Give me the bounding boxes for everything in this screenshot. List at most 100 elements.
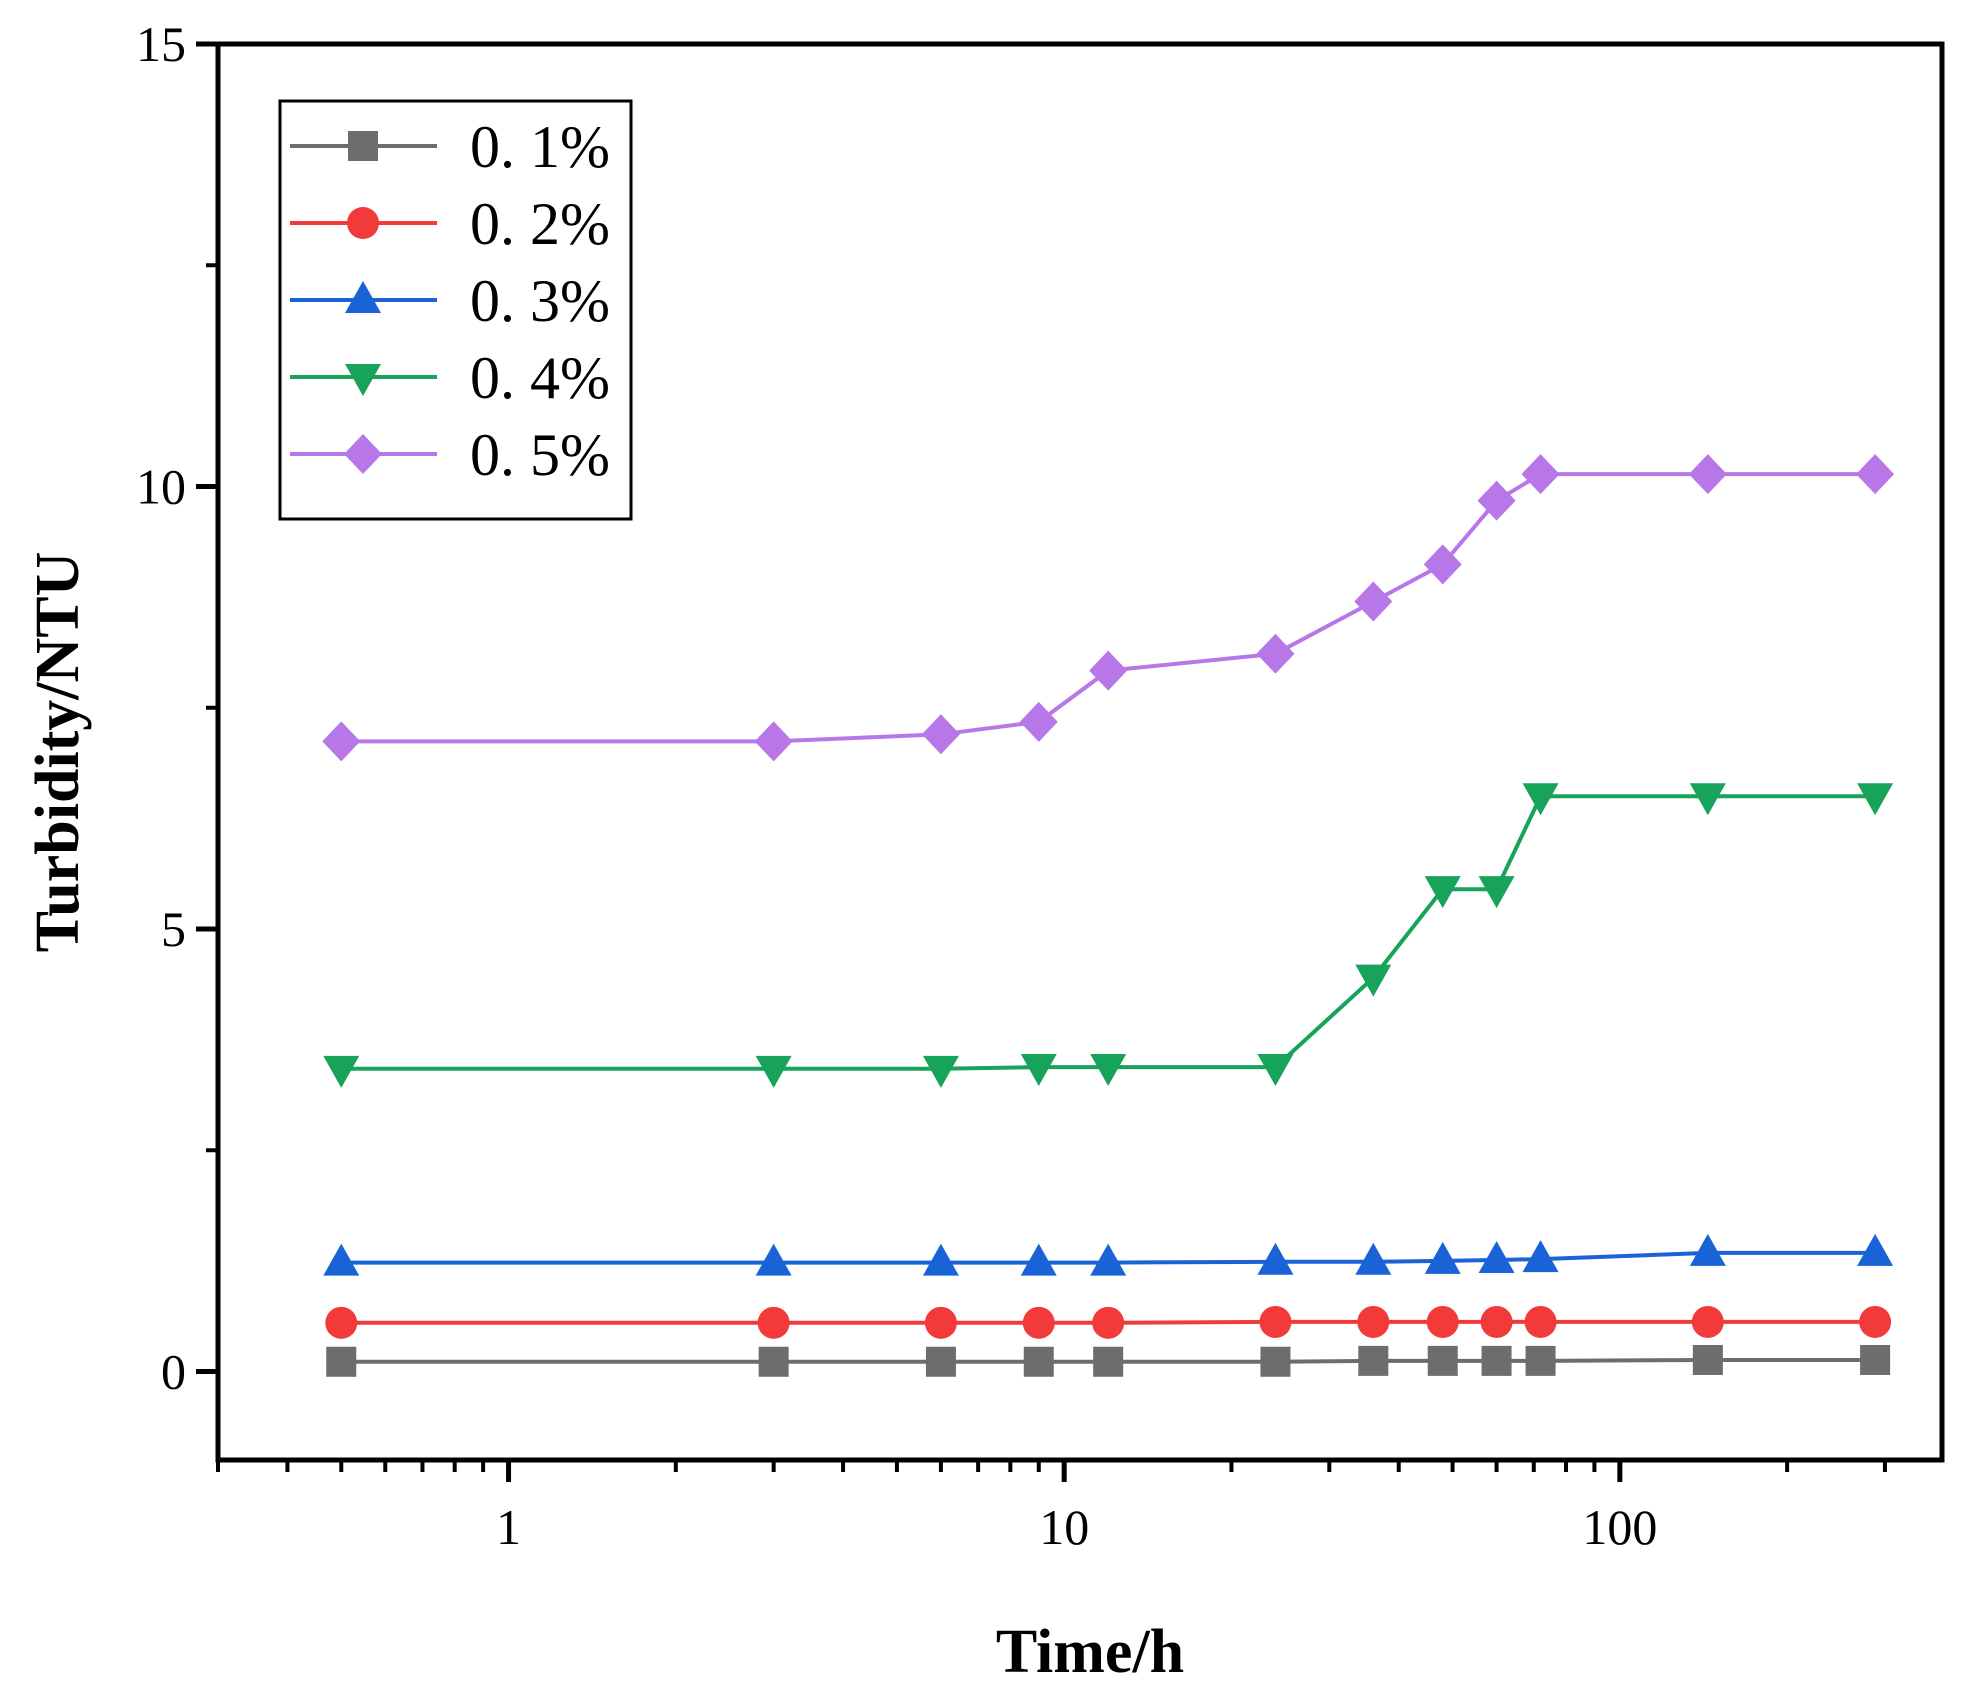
data-point	[1689, 1233, 1726, 1266]
data-point	[1521, 454, 1560, 495]
data-point	[1856, 454, 1895, 495]
series-3	[323, 1233, 1894, 1276]
data-point	[1524, 1305, 1557, 1338]
data-point	[326, 1346, 357, 1377]
series-1	[326, 1344, 1891, 1377]
legend-item: 0. 1%	[290, 114, 610, 180]
data-point	[1691, 1305, 1724, 1338]
data-point	[1688, 454, 1727, 495]
data-point	[1256, 633, 1295, 674]
y-tick-label: 0	[161, 1344, 186, 1400]
series-2	[325, 1305, 1892, 1339]
data-point	[1259, 1305, 1292, 1338]
x-tick-label: 10	[1039, 1499, 1089, 1555]
series-line	[341, 1319, 1876, 1325]
data-point	[1090, 1243, 1127, 1276]
data-point	[1020, 1243, 1057, 1276]
y-tick-label: 15	[136, 16, 186, 72]
data-point	[1525, 1345, 1556, 1376]
legend-item: 0. 2%	[290, 191, 610, 257]
plot-frame	[215, 41, 1945, 1463]
data-point	[1019, 701, 1058, 742]
data-point	[1478, 876, 1515, 909]
data-point	[1423, 544, 1462, 585]
data-point	[1424, 1241, 1461, 1274]
legend-marker	[348, 131, 378, 161]
data-point	[1022, 1306, 1055, 1339]
legend-item: 0. 5%	[290, 422, 610, 488]
data-point	[924, 1306, 957, 1339]
legend-label: 0. 1%	[470, 114, 610, 180]
series-line	[341, 1250, 1876, 1265]
legend-label: 0. 4%	[470, 345, 610, 411]
data-point	[1857, 1233, 1894, 1266]
legend-label: 0. 3%	[470, 268, 610, 334]
data-point	[1424, 876, 1461, 909]
data-point	[1357, 1305, 1390, 1338]
data-point	[323, 1055, 360, 1088]
axis-ticks: 0 5 10 15 1 10 100	[136, 16, 1887, 1555]
data-point	[754, 721, 793, 762]
data-point	[1257, 1242, 1294, 1275]
data-point	[1023, 1346, 1054, 1377]
data-point	[1427, 1345, 1458, 1376]
series-layer	[322, 454, 1895, 1377]
data-point	[1354, 581, 1393, 622]
data-point	[1692, 1344, 1723, 1375]
data-point	[1020, 1054, 1057, 1087]
legend-item: 0. 4%	[290, 345, 610, 411]
y-tick-label: 5	[161, 901, 186, 957]
data-point	[1522, 783, 1559, 816]
data-point	[1358, 1345, 1389, 1376]
data-point	[758, 1346, 789, 1377]
data-point	[921, 714, 960, 755]
x-tick-label: 100	[1582, 1499, 1657, 1555]
x-axis-title: Time/h	[996, 1618, 1184, 1686]
data-point	[755, 1055, 792, 1088]
series-5	[322, 454, 1895, 762]
data-point	[1857, 783, 1894, 816]
series-line	[341, 1358, 1876, 1364]
data-point	[1257, 1054, 1294, 1087]
data-point	[925, 1346, 956, 1377]
data-point	[325, 1306, 358, 1339]
data-point	[922, 1243, 959, 1276]
data-point	[1426, 1305, 1459, 1338]
y-axis-title: Turbidity/NTU	[24, 552, 92, 953]
data-point	[1480, 1305, 1513, 1338]
data-point	[1355, 1242, 1392, 1275]
legend-item: 0. 3%	[290, 268, 610, 334]
data-point	[1093, 1346, 1124, 1377]
data-point	[322, 721, 361, 762]
data-point	[1477, 480, 1516, 521]
legend-marker	[345, 281, 381, 313]
legend-box	[278, 99, 633, 521]
data-point	[1689, 783, 1726, 816]
data-point	[1522, 1240, 1559, 1273]
series-line	[341, 472, 1876, 744]
data-point	[1355, 964, 1392, 997]
data-point	[922, 1055, 959, 1088]
legend: 0. 1% 0. 2% 0. 3% 0. 4% 0. 5%	[278, 99, 633, 521]
series-4	[323, 783, 1894, 1088]
legend-label: 0. 2%	[470, 191, 610, 257]
series-line	[341, 794, 1876, 1071]
data-point	[1092, 1306, 1125, 1339]
legend-label: 0. 5%	[470, 422, 610, 488]
data-point	[1481, 1345, 1512, 1376]
data-point	[323, 1243, 360, 1276]
x-tick-label: 1	[496, 1499, 521, 1555]
data-point	[1860, 1344, 1891, 1375]
legend-marker	[344, 434, 382, 474]
data-point	[1090, 1054, 1127, 1087]
data-point	[1260, 1346, 1291, 1377]
data-point	[757, 1306, 790, 1339]
data-point	[755, 1243, 792, 1276]
legend-marker	[347, 207, 379, 239]
data-point	[1478, 1240, 1515, 1273]
data-point	[1859, 1305, 1892, 1338]
legend-marker	[345, 364, 381, 396]
data-point	[1089, 650, 1128, 691]
y-tick-label: 10	[136, 459, 186, 515]
